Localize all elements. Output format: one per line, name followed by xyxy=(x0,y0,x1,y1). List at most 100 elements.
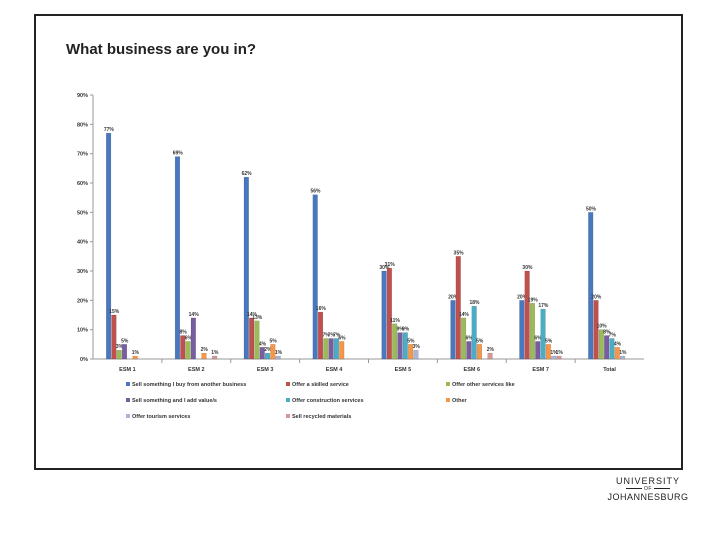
legend-swatch xyxy=(286,382,290,386)
legend-label: Other xyxy=(452,398,468,404)
bar xyxy=(174,156,181,360)
bar xyxy=(551,355,557,360)
data-label: 30% xyxy=(522,265,533,271)
legend-label: Offer a skilled service xyxy=(292,382,349,388)
bar xyxy=(333,338,339,360)
bar xyxy=(524,270,530,360)
data-label: 20% xyxy=(591,294,602,300)
bar xyxy=(519,300,525,360)
bar xyxy=(604,335,610,360)
bar xyxy=(212,355,218,360)
data-label: 56% xyxy=(311,189,322,195)
chart-title: What business are you in? xyxy=(66,41,257,58)
legend-swatch xyxy=(286,414,290,418)
logo-line-of: OF xyxy=(588,486,708,492)
data-label: 6% xyxy=(466,335,474,341)
bar xyxy=(381,270,387,360)
y-tick-label: 20% xyxy=(77,298,88,304)
bar xyxy=(106,132,112,360)
bar xyxy=(556,355,562,360)
y-tick-label: 80% xyxy=(77,122,88,128)
data-label: 4% xyxy=(259,341,267,347)
bar xyxy=(339,341,345,360)
bar xyxy=(116,350,122,360)
bar xyxy=(614,347,620,360)
bar xyxy=(466,341,472,360)
data-label: 20% xyxy=(448,294,459,300)
bar xyxy=(185,341,191,360)
x-tick-label: ESM 1 xyxy=(119,367,136,373)
data-label: 69% xyxy=(173,151,184,157)
bar xyxy=(408,344,414,360)
data-label: 4% xyxy=(614,341,622,347)
data-label: 6% xyxy=(185,335,193,341)
data-label: 5% xyxy=(270,338,278,344)
bar xyxy=(545,344,551,360)
data-label: 2% xyxy=(264,347,272,353)
data-label: 5% xyxy=(476,338,484,344)
bar xyxy=(275,355,281,360)
bar xyxy=(461,317,467,360)
bar xyxy=(323,338,329,360)
data-label: 11% xyxy=(390,318,400,324)
bar xyxy=(588,212,594,360)
legend-label: Sell recycled materials xyxy=(292,414,351,420)
x-tick-label: Total xyxy=(603,367,616,373)
legend-swatch xyxy=(126,382,130,386)
data-label: 1% xyxy=(132,350,140,356)
bar xyxy=(201,352,207,360)
data-label: 10% xyxy=(597,324,608,330)
bar xyxy=(402,332,408,360)
legend-label: Offer construction services xyxy=(292,398,364,404)
data-label: 14% xyxy=(189,312,200,318)
bar xyxy=(264,352,271,360)
data-label: 1% xyxy=(275,350,283,356)
data-label: 17% xyxy=(538,303,549,309)
data-label: 7% xyxy=(333,332,341,338)
bar xyxy=(397,332,403,360)
bar xyxy=(317,311,324,360)
bar xyxy=(392,323,398,360)
data-label: 2% xyxy=(487,347,495,353)
data-label: 16% xyxy=(316,306,327,312)
bar xyxy=(111,314,117,360)
y-tick-label: 10% xyxy=(77,328,88,334)
data-label: 5% xyxy=(545,338,553,344)
legend-swatch xyxy=(446,382,450,386)
data-label: 15% xyxy=(109,309,120,315)
data-label: 2% xyxy=(201,347,209,353)
data-label: 14% xyxy=(247,312,258,318)
data-label: 5% xyxy=(121,338,129,344)
logo-line-university: UNIVERSITY xyxy=(615,476,680,486)
data-label: 31% xyxy=(385,262,396,268)
data-label: 6% xyxy=(534,335,542,341)
bar xyxy=(180,335,186,360)
bar xyxy=(413,350,419,360)
data-label: 30% xyxy=(379,265,390,271)
data-label: 5% xyxy=(407,338,415,344)
bar xyxy=(535,341,541,360)
bar xyxy=(243,176,249,360)
bar xyxy=(270,344,276,360)
data-label: 1% xyxy=(619,350,627,356)
x-tick-label: ESM 6 xyxy=(464,367,481,373)
bar xyxy=(249,317,255,360)
x-tick-label: ESM 4 xyxy=(326,367,343,373)
data-label: 13% xyxy=(252,315,263,321)
data-label: 77% xyxy=(104,127,115,133)
data-label: 1% xyxy=(556,350,564,356)
data-label: 7% xyxy=(328,332,336,338)
legend-swatch xyxy=(126,398,130,402)
legend-label: Sell something and I add value/s xyxy=(132,398,217,404)
bar xyxy=(487,352,493,360)
chart-frame: 0% 10% 20% 30% 40% 50% 60% 70% 80% 90% ESM 1 77% 15%… xyxy=(34,14,683,470)
bar xyxy=(386,267,392,360)
bar xyxy=(471,306,477,360)
legend-swatch xyxy=(126,414,130,418)
data-label: 3% xyxy=(116,344,124,350)
x-tick-label: ESM 7 xyxy=(532,367,549,373)
chart: 0% 10% 20% 30% 40% 50% 60% 70% 80% 90% ESM 1 77% 15%… xyxy=(77,93,644,420)
x-tick-label: ESM 5 xyxy=(395,367,412,373)
data-label: 6% xyxy=(338,335,346,341)
logo-line-johannesburg: JOHANNESBURG xyxy=(607,492,689,502)
